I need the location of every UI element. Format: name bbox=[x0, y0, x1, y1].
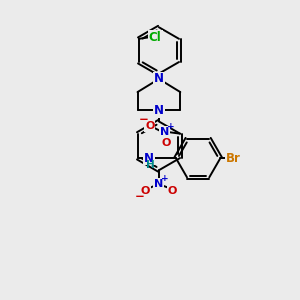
Text: H: H bbox=[146, 160, 154, 170]
Text: O: O bbox=[141, 186, 150, 196]
Text: N: N bbox=[144, 152, 154, 164]
Text: O: O bbox=[145, 121, 154, 130]
Text: N: N bbox=[154, 73, 164, 85]
Text: −: − bbox=[135, 190, 145, 203]
Text: Br: Br bbox=[226, 152, 240, 164]
Text: N: N bbox=[154, 104, 164, 117]
Text: +: + bbox=[161, 174, 169, 183]
Text: N: N bbox=[154, 178, 164, 189]
Text: +: + bbox=[167, 122, 174, 131]
Text: N: N bbox=[160, 127, 169, 137]
Text: −: − bbox=[139, 113, 149, 126]
Text: Cl: Cl bbox=[149, 31, 162, 44]
Text: O: O bbox=[161, 139, 171, 148]
Text: O: O bbox=[168, 186, 177, 196]
